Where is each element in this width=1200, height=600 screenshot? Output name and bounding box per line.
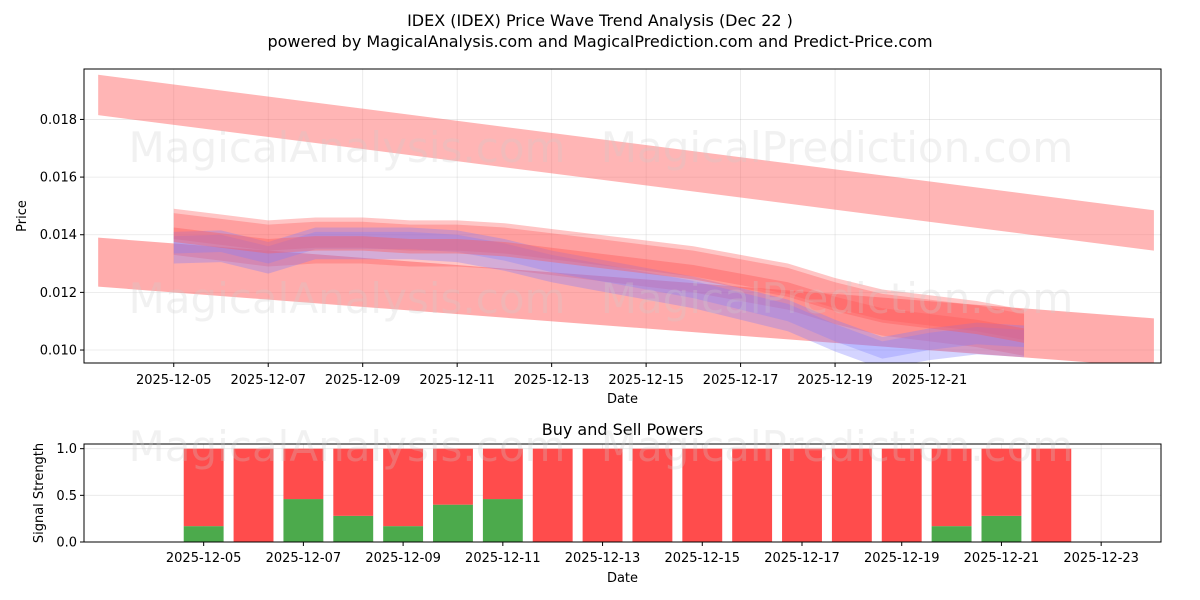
sell-bar: [433, 448, 473, 505]
sell-bar: [183, 448, 224, 527]
price-wave-band-blue: [173, 227, 1025, 363]
x-tick-label: 2025-12-05: [136, 373, 212, 388]
x-tick-label: 2025-12-09: [365, 551, 441, 566]
watermark-6: MagicalPrediction.com: [601, 422, 1074, 471]
sell-bar: [732, 448, 773, 542]
chart-title: IDEX (IDEX) Price Wave Trend Analysis (D…: [407, 11, 793, 30]
watermark-4: MagicalPrediction.com: [601, 274, 1074, 323]
price-wave-panel: 2025-12-05 2025-12-07 2025-12-09 2025-12-11…: [15, 68, 1162, 407]
top-axes-frame: [83, 68, 1162, 364]
x-tick-label: 2025-12-13: [514, 373, 590, 388]
trend-band-wide: [173, 208, 1025, 356]
buy-bar: [183, 526, 224, 542]
y-tick-label: 0.010: [40, 344, 77, 359]
plot-area: [98, 74, 1154, 363]
x-axis-label: Date: [607, 392, 638, 407]
trend-band-core: [173, 227, 1025, 343]
x-tick-label: 2025-12-07: [230, 373, 306, 388]
x-tick-label: 2025-12-21: [892, 373, 968, 388]
y-tick-label: 0.018: [40, 113, 77, 128]
buy-bar: [433, 504, 473, 542]
sell-bar: [532, 448, 573, 542]
sell-bar: [981, 448, 1022, 516]
buy-bar: [333, 515, 374, 542]
upper-trend-band: [98, 74, 1154, 251]
watermark-2: MagicalPrediction.com: [601, 123, 1074, 172]
chart-subtitle: powered by MagicalAnalysis.com and Magic…: [267, 32, 932, 51]
buy-bar: [981, 515, 1022, 542]
x-tick-label: 2025-12-19: [864, 551, 940, 566]
y-tick-label: 0.014: [40, 228, 77, 243]
x-tick-label: 2025-12-09: [325, 373, 401, 388]
sell-bar: [582, 448, 623, 542]
bottom-axes-frame: [83, 443, 1162, 543]
x-tick-label: 2025-12-17: [764, 551, 840, 566]
sell-bar: [233, 448, 274, 542]
y-tick-label: 0.012: [40, 286, 77, 301]
sell-bar: [881, 448, 922, 542]
buy-sell-panel: 2025-12-05 2025-12-07 2025-12-09 2025-12-11…: [32, 420, 1162, 586]
y-tick-label: 1.0: [56, 442, 77, 457]
x-tick-label: 2025-12-13: [565, 551, 641, 566]
sell-bar: [682, 448, 723, 542]
buy-bar: [283, 499, 324, 542]
watermark-3: MagicalAnalysis.com: [129, 274, 566, 323]
x-tick-label: 2025-12-15: [664, 551, 740, 566]
sell-bar: [283, 448, 324, 500]
sell-bar: [632, 448, 673, 542]
lower-trend-band: [98, 237, 1154, 363]
watermark-5: MagicalAnalysis.com: [129, 422, 566, 471]
x-tick-label: 2025-12-19: [797, 373, 873, 388]
sell-bar: [782, 448, 822, 542]
sell-bar: [333, 448, 374, 516]
x-tick-label: 2025-12-21: [964, 551, 1040, 566]
watermark-1: MagicalAnalysis.com: [129, 123, 566, 172]
sell-bar: [482, 448, 523, 500]
x-tick-label: 2025-12-05: [166, 551, 242, 566]
x-tick-label: 2025-12-23: [1063, 551, 1139, 566]
y-axis-label: Price: [15, 200, 30, 232]
price-wave-band-blue-inner: [173, 231, 1025, 359]
sell-bar: [931, 448, 972, 527]
trend-band-mid: [173, 213, 1025, 340]
x-tick-label: 2025-12-11: [419, 373, 495, 388]
x-tick-label: 2025-12-07: [266, 551, 342, 566]
x-tick-label: 2025-12-15: [608, 373, 684, 388]
y-tick-label: 0.5: [56, 489, 77, 504]
sell-bar: [831, 448, 872, 542]
sell-bar: [1031, 448, 1072, 542]
y-axis-label: Signal Strength: [32, 443, 47, 543]
y-tick-label: 0.0: [56, 536, 77, 551]
x-tick-label: 2025-12-17: [703, 373, 779, 388]
sell-bar: [383, 448, 424, 527]
buy-bar: [383, 526, 424, 542]
buy-bar: [931, 526, 972, 542]
x-axis-label: Date: [607, 571, 638, 586]
bottom-title: Buy and Sell Powers: [542, 420, 704, 439]
x-tick-label: 2025-12-11: [465, 551, 541, 566]
buy-bar: [482, 499, 523, 542]
y-tick-label: 0.016: [40, 171, 77, 186]
